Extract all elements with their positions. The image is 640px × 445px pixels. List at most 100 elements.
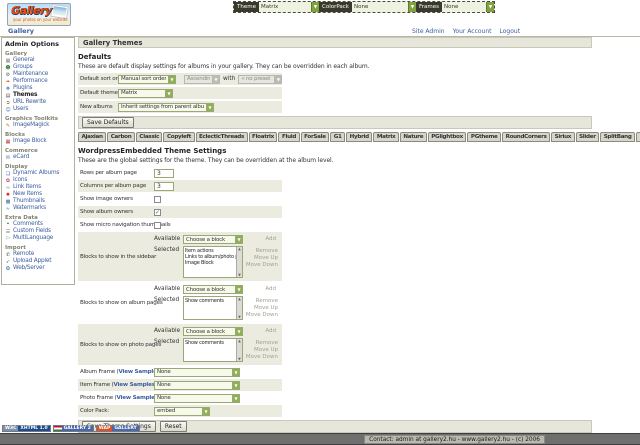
tab-siriux[interactable]: Siriux: [551, 132, 575, 142]
sidebar-item-imagemagick[interactable]: ✎ ImageMagick: [5, 122, 74, 129]
save-defaults-button[interactable]: Save Defaults: [82, 117, 134, 128]
listbox-option-item-actions[interactable]: Item actions: [185, 248, 214, 254]
tab-carbon[interactable]: Carbon: [107, 132, 135, 142]
link-logout[interactable]: Logout: [499, 28, 521, 35]
sidebar-item-groups[interactable]: ☻ Groups: [5, 64, 74, 71]
tab-fluid[interactable]: Fluid: [278, 132, 300, 142]
photo-move-down-link[interactable]: Move Down: [245, 354, 278, 360]
album-add-link[interactable]: Add: [265, 286, 276, 292]
sidebar-item-new-items[interactable]: ✹ New Items: [5, 191, 74, 198]
album-move-down-link[interactable]: Move Down: [245, 312, 278, 318]
album-frame-view-samples-link[interactable]: View Samples: [118, 369, 161, 375]
tab-copyleft[interactable]: Copyleft: [163, 132, 195, 142]
sidebar-item-comments[interactable]: ❝ Comments: [5, 221, 74, 228]
link-site-admin[interactable]: Site Admin: [412, 28, 445, 35]
tab-forsale[interactable]: ForSale: [300, 132, 330, 142]
cols-per-page-input[interactable]: 3: [154, 181, 174, 191]
tab-hybrid[interactable]: Hybrid: [346, 132, 373, 142]
show-image-owners-checkbox[interactable]: [154, 195, 161, 203]
album-frame-select[interactable]: None ▼: [154, 367, 240, 377]
photo-remove-link[interactable]: Remove: [255, 340, 278, 346]
listbox-option-image-block[interactable]: Image Block: [185, 260, 214, 266]
listbox-option-show-comments[interactable]: Show comments: [185, 340, 224, 346]
tab-g1[interactable]: G1: [330, 132, 346, 142]
sidebar-item-dynamic-albums[interactable]: ❏ Dynamic Albums: [5, 170, 74, 177]
sidebar-item-link-items[interactable]: ∞ Link Items: [5, 184, 74, 191]
sidebar-item-maintenance[interactable]: ⚙ Maintenance: [5, 71, 74, 78]
sidebar-block-select[interactable]: Choose a block ▼: [183, 235, 243, 244]
listbox-option-show-comments[interactable]: Show comments: [185, 298, 224, 304]
sidebar-move-up-link[interactable]: Move Up: [253, 255, 278, 261]
sidebar-item-remote[interactable]: ✆ Remote: [5, 251, 74, 258]
listbox-scrollbar[interactable]: ▲ ▼: [236, 247, 242, 277]
rows-per-page-input[interactable]: 3: [154, 168, 174, 178]
tab-eclecticthreads[interactable]: EclecticThreads: [195, 132, 248, 142]
sidebar-item-thumbnails[interactable]: ▩ Thumbnails: [5, 198, 74, 205]
album-move-up-link[interactable]: Move Up: [253, 305, 278, 311]
sidebar-remove-link[interactable]: Remove: [255, 248, 278, 254]
sort-direction-select[interactable]: Ascending▼: [184, 74, 220, 84]
tab-splitbang[interactable]: SplitBang: [600, 132, 636, 142]
sidebar-item-ecard[interactable]: ✉ eCard: [5, 154, 74, 161]
xhtml-badge[interactable]: W3C XHTML 1.0: [2, 425, 51, 432]
sidebar-item-performance[interactable]: ➠ Performance: [5, 78, 74, 85]
album-remove-link[interactable]: Remove: [255, 298, 278, 304]
tab-slider[interactable]: Slider: [575, 132, 600, 142]
sidebar-add-link[interactable]: Add: [265, 236, 276, 242]
new-albums-select[interactable]: Inherit settings from parent album ▼: [118, 102, 214, 112]
sidebar-item-plugins[interactable]: ❖ Plugins: [5, 85, 74, 92]
sort-preset-select[interactable]: « no preset » ▼: [238, 74, 283, 84]
gallery-logo[interactable]: Gallery your photos on your website: [7, 3, 71, 26]
tab-pgtheme[interactable]: PGtheme: [467, 132, 502, 142]
color-pack-select[interactable]: embed ▼: [154, 406, 210, 416]
sidebar-item-url-rewrite[interactable]: ➲ URL Rewrite: [5, 99, 74, 106]
reset-button[interactable]: Reset: [159, 421, 187, 432]
tab-floatrix[interactable]: Floatrix: [248, 132, 278, 142]
frames-select[interactable]: None ▼: [442, 2, 495, 12]
sidebar-item-multilanguage[interactable]: ⚐ MultiLanguage: [5, 235, 74, 242]
photo-block-select[interactable]: Choose a block ▼: [183, 327, 243, 336]
sidebar-item-upload-applet[interactable]: ➶ Upload Applet: [5, 258, 74, 265]
photo-move-up-link[interactable]: Move Up: [253, 347, 278, 353]
sidebar-item-watermarks[interactable]: ≈ Watermarks: [5, 205, 74, 212]
photo-add-link[interactable]: Add: [265, 328, 276, 334]
gallery2-badge[interactable]: GALLERY 2: [52, 425, 94, 432]
tab-ajaxian[interactable]: Ajaxian: [78, 132, 107, 142]
sidebar-item-general[interactable]: ▦ General: [5, 57, 74, 64]
wap-gallery-badge[interactable]: WAP GALLERY: [95, 425, 140, 432]
tab-nature[interactable]: Nature: [399, 132, 427, 142]
tab-matrix[interactable]: Matrix: [373, 132, 399, 142]
photo-frame-view-samples-link[interactable]: View Samples: [116, 395, 159, 401]
sidebar-item-themes[interactable]: ▤ Themes: [5, 92, 74, 99]
item-frame-select[interactable]: None ▼: [154, 380, 240, 390]
sidebar-item-users[interactable]: ☺ Users: [5, 106, 74, 113]
sidebar-item-custom-fields[interactable]: ☰ Custom Fields: [5, 228, 74, 235]
item-frame-view-samples-link[interactable]: View Samples: [113, 382, 156, 388]
sidebar-item-image-block[interactable]: ▦ Image Block: [5, 138, 74, 145]
listbox-option-links-to-album-photo-peers[interactable]: Links to album/photo peers: [185, 254, 236, 260]
link-your-account[interactable]: Your Account: [452, 28, 492, 35]
show-micro-nav-checkbox[interactable]: [154, 221, 161, 229]
theme-select[interactable]: Matrix ▼: [258, 2, 319, 12]
tab-classic[interactable]: Classic: [135, 132, 163, 142]
breadcrumb[interactable]: Gallery: [8, 27, 35, 35]
tab-roundcorners[interactable]: RoundCorners: [502, 132, 551, 142]
tab-sun[interactable]: Sun: [636, 132, 640, 142]
listbox-scrollbar[interactable]: ▲ ▼: [236, 297, 242, 319]
album-block-select[interactable]: Choose a block ▼: [183, 285, 243, 294]
sidebar-move-down-link[interactable]: Move Down: [245, 262, 278, 268]
show-album-owners-checkbox[interactable]: [154, 208, 161, 216]
album-selected-listbox[interactable]: Show comments ▲ ▼: [183, 296, 243, 320]
photo-selected-listbox[interactable]: Show comments ▲ ▼: [183, 338, 243, 362]
upload-applet-icon: ➶: [5, 258, 11, 265]
default-theme-select[interactable]: Matrix ▼: [118, 88, 173, 98]
sidebar-section-heading-blocks: Blocks: [5, 132, 26, 138]
tab-pglightbox[interactable]: PGlightbox: [427, 132, 467, 142]
listbox-scrollbar[interactable]: ▲ ▼: [236, 339, 242, 361]
sidebar-item-icons[interactable]: ✿ Icons: [5, 177, 74, 184]
sidebar-item-web-server[interactable]: ❂ Web/Server: [5, 265, 74, 272]
colorpack-select[interactable]: None ▼: [352, 2, 416, 12]
sort-order-select[interactable]: Manual sort order ▼: [118, 74, 176, 84]
photo-frame-select[interactable]: None ▼: [154, 393, 240, 403]
